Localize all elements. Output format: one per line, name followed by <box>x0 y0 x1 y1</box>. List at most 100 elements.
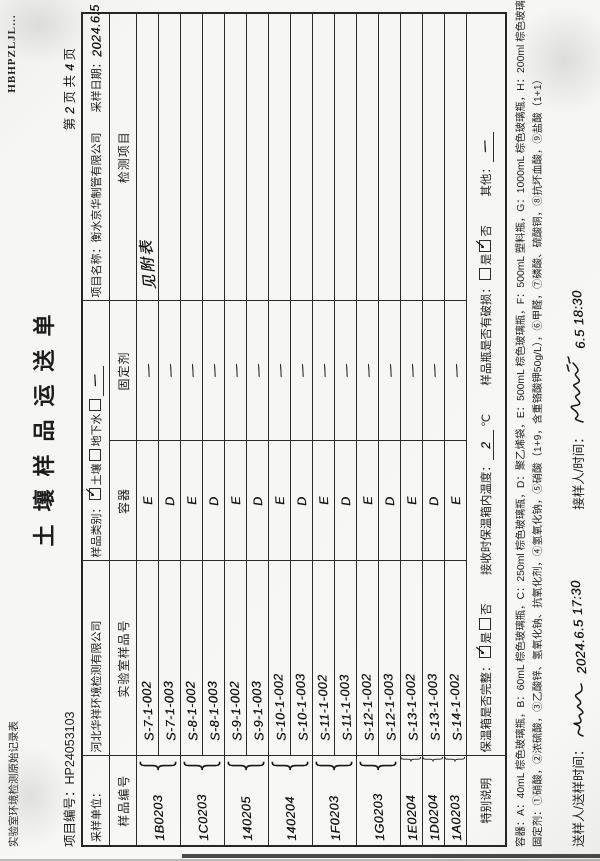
fixative-cell: — <box>290 301 313 441</box>
fixative-cell: — <box>224 301 247 441</box>
test-items-cell <box>422 13 445 301</box>
lab-no-cell-handwritten: S-12-1-003 <box>380 673 399 742</box>
bottle-damaged-label: 样品瓶是否有破损： <box>481 282 493 386</box>
container-cell-handwritten: D <box>426 495 441 507</box>
container-cell: D <box>246 441 269 561</box>
container-cell-handwritten: D <box>250 495 265 507</box>
record-sheet-name: 实验室环境检测原始记录表 <box>8 721 20 847</box>
fixative-cell: — <box>158 301 181 441</box>
container-cell-handwritten: D <box>382 495 397 507</box>
fixative-cell-handwritten: — <box>228 364 243 378</box>
sample-table: 采样单位： 河北华祥环境检测有限公司 样品类别： ✓ 土壤 地下水一 项目名称：衡水京… <box>81 4 507 847</box>
table-row: 1B0203 {S-7-1-002 E — 见附表 <box>134 13 181 846</box>
lab-no-cell: S-12-1-002 <box>356 561 379 756</box>
checkbox-bottle-damaged-no: ✓ <box>472 239 491 252</box>
col-header-test-items: 检测项目 <box>109 13 137 301</box>
test-items-cell <box>334 13 357 301</box>
fixative-cell: — <box>356 301 379 441</box>
project-page-row: 项目编号：HP24053103 第 2 页 共 4 页 <box>58 14 78 847</box>
other-handwritten: 一 <box>478 140 494 155</box>
table-row: S-9-1-003 D — <box>246 13 269 846</box>
table-row: S-10-1-003 D — <box>290 13 313 846</box>
group-brace: { <box>442 753 467 766</box>
fixative-cell: — <box>422 301 445 441</box>
fixative-cell-handwritten: — <box>448 364 463 378</box>
sender-label: 送样人/送样时间： <box>572 743 586 847</box>
sampling-unit-label: 采样单位： <box>91 787 103 842</box>
table-row: S-8-1-003 D — <box>202 13 225 846</box>
sample-type-label: 样品类别： <box>91 502 103 558</box>
container-cell-handwritten: D <box>338 495 353 507</box>
sampling-unit-value-cell: 河北华祥环境检测有限公司 <box>82 561 110 756</box>
page-label-3: 页 <box>63 48 77 61</box>
temperature-unit: ℃ <box>481 413 493 427</box>
sender-signature-scribble <box>573 682 584 737</box>
other-label: 其他： <box>481 162 493 197</box>
test-items-cell <box>224 13 247 301</box>
table-row: 1C0203 {S-8-1-002 E — <box>178 13 225 846</box>
project-name-value: 衡水京华制管有限公司 <box>91 132 103 243</box>
checkbox-bottle-damaged-yes <box>479 268 491 281</box>
fixative-cell: — <box>378 301 401 441</box>
fixative-cell: — <box>246 301 269 441</box>
sender-datetime-handwritten: 2024.6.5 17:30 <box>567 579 590 674</box>
lab-no-cell: S-9-1-002 <box>224 561 247 756</box>
sample-no-handwritten: 140204 <box>282 795 299 842</box>
signature-row: 送样人/送样时间： 2024.6.5 17:30 接样人/时间： 6.5 18:30 <box>563 14 591 847</box>
fixative-cell-handwritten: — <box>140 364 155 378</box>
group-brace: { <box>221 755 268 776</box>
special-notes-content: 保温箱是否完整： ✓ 是否 接收时保温箱内温度：2 ℃ 样品瓶是否有破损：是 ✓ 否 其… <box>466 13 506 756</box>
container-cell-handwritten: D <box>162 495 177 507</box>
table-row: 1E0204{S-13-1-002 E — <box>398 13 423 846</box>
footnotes: 容器：A：40mL 棕色玻璃瓶，B：60mL 棕色玻璃瓶，C：250ml 棕色玻… <box>513 0 547 847</box>
bottle-damaged-no-tick: ✓ <box>472 238 489 252</box>
receiver-signature-scribble <box>566 356 584 424</box>
sample-no-handwritten: 1B0203 <box>150 794 167 842</box>
test-items-cell-handwritten: 见附表 <box>137 238 160 292</box>
sampling-unit-value: 河北华祥环境检测有限公司 <box>91 620 103 753</box>
lab-no-cell-handwritten: S-11-1-003 <box>336 674 355 742</box>
sample-type-other-handwritten: 一 <box>88 374 104 389</box>
sample-no-cell: 1D0204{ <box>420 754 445 846</box>
sample-no-cell: 1E0204{ <box>398 754 423 846</box>
container-cell: E <box>400 441 423 561</box>
container-cell-handwritten: E <box>404 496 419 506</box>
lab-no-cell: S-10-1-003 <box>290 561 313 756</box>
container-cell-handwritten: E <box>360 496 375 506</box>
sample-no-cell: 1A0203 { <box>442 753 467 846</box>
group-brace: { <box>265 755 312 776</box>
table-row: 140204 {S-10-1-002 E — <box>266 13 313 846</box>
fixative-cell-handwritten: — <box>184 364 199 378</box>
container-cell-handwritten: E <box>228 496 243 506</box>
container-cell: E <box>444 441 467 561</box>
sample-no-cell: 1C0203 { <box>177 755 225 846</box>
container-cell: E <box>268 441 291 561</box>
container-cell-handwritten: E <box>316 496 331 506</box>
fixative-cell: — <box>136 301 159 441</box>
header-row: 样品编号 实验室样品号 容器 固定剂 检测项目 <box>109 13 137 846</box>
test-items-cell <box>290 13 313 301</box>
sample-type-cell: 样品类别： ✓ 土壤 地下水 一 <box>82 301 110 561</box>
lab-no-cell: S-10-1-002 <box>268 561 291 756</box>
group-brace: { <box>309 755 356 776</box>
test-items-cell <box>180 13 203 301</box>
test-items-cell <box>158 13 181 301</box>
group-brace: { <box>177 755 224 776</box>
scan-edge-artifact <box>182 854 600 858</box>
project-number: 项目编号：HP24053103 <box>59 712 78 848</box>
col-header-lab-no: 实验室样品号 <box>109 561 137 756</box>
col-header-container: 容器 <box>109 441 137 561</box>
container-cell: D <box>290 441 313 561</box>
box-intact-label: 保温箱是否完整： <box>481 660 493 753</box>
form-meta-row: 实验室环境检测原始记录表 HBHPZLJL… <box>6 14 24 847</box>
test-items-cell: 见附表 <box>136 13 160 301</box>
sample-no-cell: 1B0203 { <box>134 755 181 846</box>
container-cell-handwritten: E <box>272 496 287 506</box>
lab-no-cell-handwritten: S-10-1-003 <box>292 673 311 742</box>
lab-no-cell: S-8-1-003 <box>202 561 225 756</box>
sender-block: 送样人/送样时间： 2024.6.5 17:30 <box>567 579 591 847</box>
lab-no-cell: S-7-1-003 <box>158 561 181 756</box>
checkbox-groundwater <box>89 449 101 462</box>
